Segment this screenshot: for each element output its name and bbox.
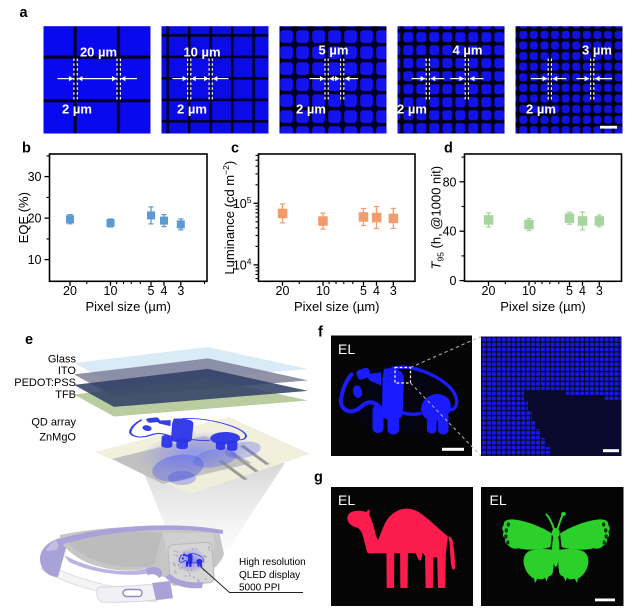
svg-text:EL: EL — [490, 492, 507, 508]
svg-text:b: b — [22, 141, 31, 157]
svg-text:QD array: QD array — [31, 417, 76, 429]
svg-text:High resolution: High resolution — [239, 557, 306, 568]
svg-text:Pixel size (µm): Pixel size (µm) — [500, 299, 586, 314]
svg-text:Luminance (cd m−2): Luminance (cd m−2) — [221, 161, 237, 275]
svg-text:ITO: ITO — [58, 365, 77, 377]
svg-text:2 µm: 2 µm — [177, 102, 207, 117]
svg-text:QLED display: QLED display — [239, 570, 300, 581]
svg-text:10: 10 — [28, 253, 42, 267]
svg-text:ZnMgO: ZnMgO — [39, 432, 76, 444]
svg-text:EL: EL — [338, 341, 355, 357]
svg-text:e: e — [25, 332, 33, 348]
svg-text:10: 10 — [522, 284, 536, 298]
svg-text:5: 5 — [360, 284, 367, 298]
svg-text:c: c — [231, 141, 239, 157]
svg-text:5: 5 — [566, 284, 573, 298]
svg-text:5000 PPI: 5000 PPI — [239, 583, 280, 594]
svg-text:4: 4 — [579, 284, 586, 298]
svg-text:80: 80 — [443, 175, 457, 189]
svg-text:2 µm: 2 µm — [526, 102, 556, 117]
svg-text:0: 0 — [450, 274, 457, 288]
svg-text:10: 10 — [316, 284, 330, 298]
svg-text:EL: EL — [338, 492, 355, 508]
svg-text:a: a — [20, 5, 29, 21]
svg-text:20: 20 — [276, 284, 290, 298]
svg-text:20 µm: 20 µm — [80, 45, 117, 60]
svg-text:2 µm: 2 µm — [296, 102, 326, 117]
svg-text:20: 20 — [482, 284, 496, 298]
svg-text:40: 40 — [443, 225, 457, 239]
svg-text:3: 3 — [596, 284, 603, 298]
svg-text:d: d — [444, 141, 453, 157]
svg-text:Pixel size (µm): Pixel size (µm) — [294, 299, 380, 314]
svg-text:PEDOT:PSS: PEDOT:PSS — [14, 377, 76, 389]
svg-text:5: 5 — [148, 284, 155, 298]
svg-text:3 µm: 3 µm — [582, 43, 612, 58]
svg-text:20: 20 — [63, 284, 77, 298]
svg-text:TFB: TFB — [55, 389, 76, 401]
svg-text:T95 (h, @1000 nit): T95 (h, @1000 nit) — [429, 166, 446, 270]
svg-text:2 µm: 2 µm — [62, 102, 92, 117]
svg-text:10 µm: 10 µm — [183, 45, 220, 60]
svg-text:3: 3 — [177, 284, 184, 298]
svg-text:Pixel size (µm): Pixel size (µm) — [86, 299, 172, 314]
svg-text:10: 10 — [104, 284, 118, 298]
svg-text:Glass: Glass — [48, 354, 77, 366]
svg-text:20: 20 — [28, 212, 42, 226]
svg-text:f: f — [318, 325, 323, 341]
svg-text:5 µm: 5 µm — [319, 43, 349, 58]
svg-text:4 µm: 4 µm — [453, 43, 483, 58]
svg-text:2 µm: 2 µm — [397, 102, 427, 117]
svg-text:EQE (%): EQE (%) — [16, 192, 31, 243]
svg-text:g: g — [314, 470, 323, 486]
svg-text:3: 3 — [390, 284, 397, 298]
svg-text:4: 4 — [373, 284, 380, 298]
svg-text:4: 4 — [161, 284, 168, 298]
svg-text:30: 30 — [28, 170, 42, 184]
